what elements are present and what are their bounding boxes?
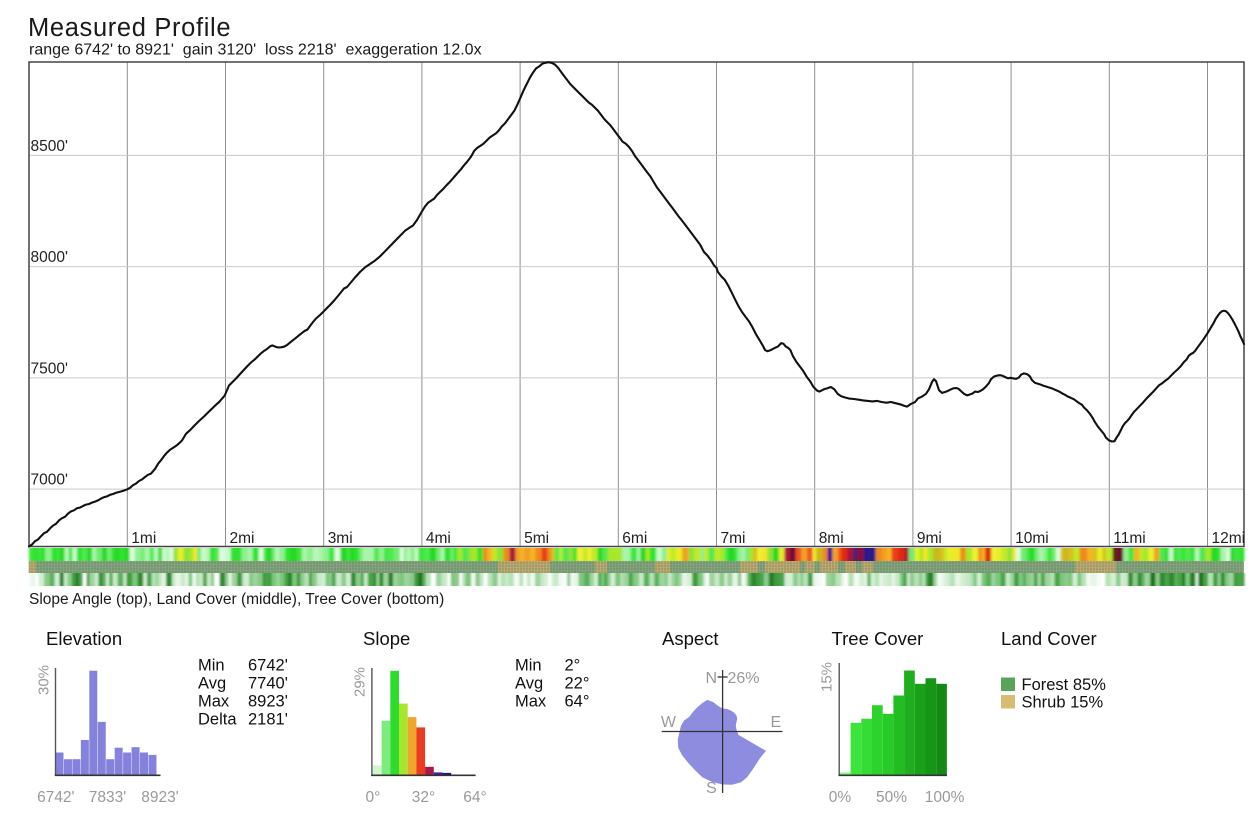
svg-text:0°: 0° <box>365 789 380 806</box>
svg-text:Aspect: Aspect <box>662 628 719 649</box>
svg-text:7740': 7740' <box>248 675 288 693</box>
svg-text:32°: 32° <box>412 789 435 806</box>
svg-text:8000': 8000' <box>31 249 68 266</box>
svg-text:Slope Angle (top), Land Cover: Slope Angle (top), Land Cover (middle), … <box>29 591 444 608</box>
svg-text:0%: 0% <box>829 789 852 806</box>
svg-text:4mi: 4mi <box>426 530 451 547</box>
svg-text:64°: 64° <box>463 789 486 806</box>
svg-text:64°: 64° <box>565 693 590 711</box>
svg-text:Slope: Slope <box>363 628 410 649</box>
svg-text:Max: Max <box>198 693 230 711</box>
svg-text:100%: 100% <box>925 789 965 806</box>
svg-text:3mi: 3mi <box>328 530 353 547</box>
svg-text:7000': 7000' <box>31 472 68 489</box>
svg-text:Tree Cover: Tree Cover <box>832 628 924 649</box>
svg-text:Max: Max <box>515 693 547 711</box>
svg-text:S: S <box>706 780 717 797</box>
svg-text:7500': 7500' <box>31 360 68 377</box>
svg-text:30%: 30% <box>36 665 53 695</box>
svg-text:Shrub 15%: Shrub 15% <box>1022 694 1104 712</box>
svg-text:6742': 6742' <box>37 789 74 806</box>
svg-text:1mi: 1mi <box>131 530 156 547</box>
svg-text:Avg: Avg <box>515 675 543 693</box>
svg-text:8mi: 8mi <box>819 530 844 547</box>
svg-text:Land Cover: Land Cover <box>1001 628 1097 649</box>
svg-text:8923': 8923' <box>141 789 178 806</box>
svg-text:8923': 8923' <box>248 693 288 711</box>
svg-text:26%: 26% <box>728 670 760 687</box>
svg-text:10mi: 10mi <box>1015 530 1049 547</box>
svg-text:2181': 2181' <box>248 711 288 729</box>
svg-text:Min: Min <box>198 657 225 675</box>
svg-text:Avg: Avg <box>198 675 226 693</box>
svg-text:8500': 8500' <box>31 138 68 155</box>
svg-text:Forest 85%: Forest 85% <box>1022 676 1107 694</box>
svg-text:range 6742' to 8921' gain 312: range 6742' to 8921' gain 3120' loss 221… <box>29 42 482 59</box>
svg-text:2°: 2° <box>565 657 581 675</box>
svg-text:5mi: 5mi <box>524 530 549 547</box>
svg-text:9mi: 9mi <box>917 530 942 547</box>
svg-text:15%: 15% <box>819 662 836 692</box>
svg-text:2mi: 2mi <box>230 530 255 547</box>
svg-text:N: N <box>705 670 717 687</box>
svg-text:7833': 7833' <box>89 789 126 806</box>
svg-text:11mi: 11mi <box>1113 530 1145 547</box>
svg-text:22°: 22° <box>565 675 590 693</box>
svg-text:Measured Profile: Measured Profile <box>28 14 231 42</box>
svg-text:6742': 6742' <box>248 657 288 675</box>
svg-text:E: E <box>771 714 782 731</box>
svg-text:Min: Min <box>515 657 542 675</box>
svg-text:Delta: Delta <box>198 711 237 729</box>
svg-text:6mi: 6mi <box>622 530 647 547</box>
svg-text:50%: 50% <box>876 789 907 806</box>
svg-text:7mi: 7mi <box>721 530 746 547</box>
svg-text:Elevation: Elevation <box>46 628 122 649</box>
svg-text:12mi: 12mi <box>1212 530 1246 547</box>
svg-text:W: W <box>661 714 677 731</box>
svg-text:29%: 29% <box>352 667 369 697</box>
